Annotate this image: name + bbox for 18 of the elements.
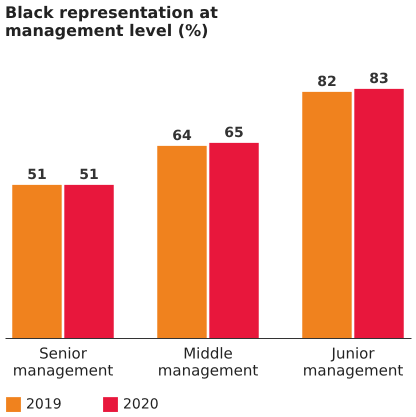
data-label: 51	[79, 166, 99, 183]
x-tick-label: Senior management	[12, 344, 114, 380]
data-label: 65	[224, 124, 244, 141]
data-label: 83	[369, 70, 389, 87]
data-label: 51	[27, 166, 47, 183]
x-tick-label: Middle management	[158, 344, 258, 380]
x-tick-label: Junior management	[302, 344, 404, 380]
bar	[354, 88, 404, 338]
legend-label: 2020	[123, 396, 159, 413]
chart-title: Black representation at management level (%)	[5, 3, 218, 40]
data-label: 64	[172, 128, 192, 144]
bar	[209, 142, 259, 338]
bar	[302, 92, 352, 338]
data-label: 82	[317, 74, 337, 90]
bar	[64, 184, 114, 338]
legend-label: 2019	[26, 396, 62, 413]
bar	[12, 184, 62, 338]
bar	[157, 146, 207, 338]
